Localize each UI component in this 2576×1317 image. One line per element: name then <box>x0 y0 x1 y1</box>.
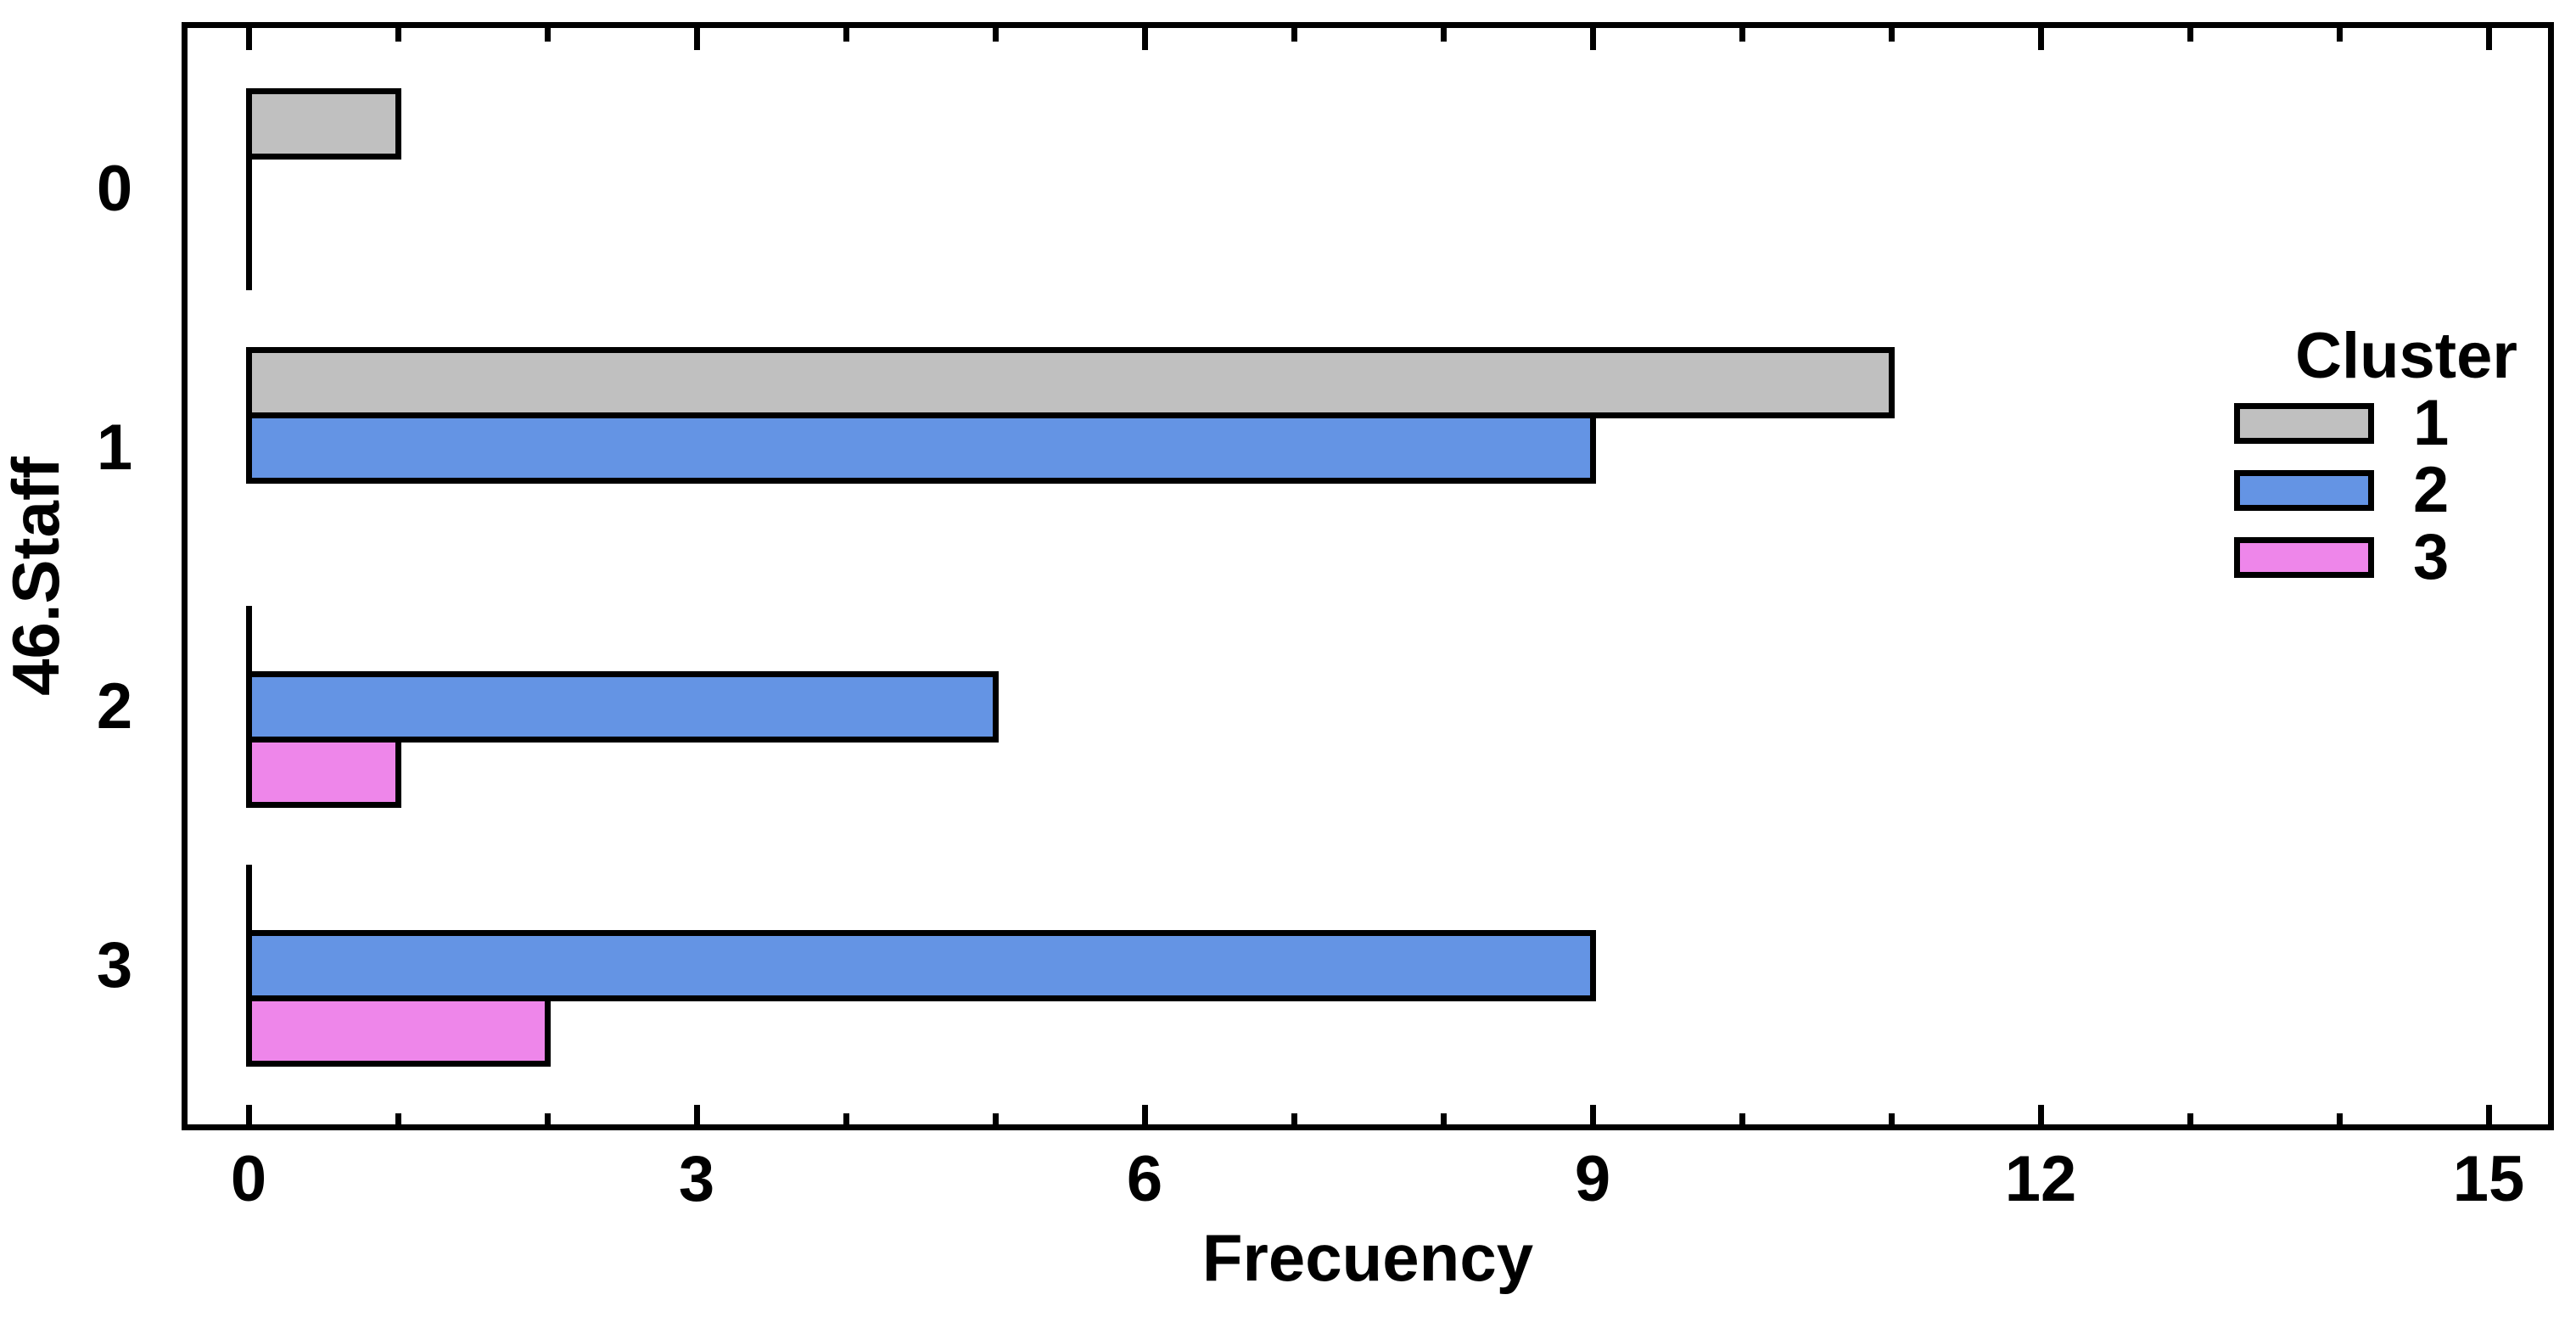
x-axis-title: Frecuency <box>1201 1220 1534 1295</box>
x-major-tick <box>1590 28 1596 50</box>
zero-bar-line <box>246 865 252 936</box>
legend-swatch-cluster-3 <box>2234 537 2374 578</box>
legend-entry-label: 1 <box>2413 387 2450 459</box>
category-label: 3 <box>96 928 133 1001</box>
bar <box>246 671 999 743</box>
x-major-tick <box>1590 1105 1596 1128</box>
zero-bar-line <box>246 154 252 225</box>
legend-entry-label: 3 <box>2413 521 2450 593</box>
x-minor-tick <box>843 1113 849 1128</box>
bar <box>246 930 1596 1001</box>
bar <box>246 737 401 808</box>
bar <box>246 412 1596 484</box>
x-minor-tick <box>2187 1113 2193 1128</box>
legend-entry: 1 <box>2234 391 2449 456</box>
x-major-tick <box>246 28 252 50</box>
legend-swatch-cluster-1 <box>2234 403 2374 444</box>
bar <box>246 88 401 160</box>
x-major-tick <box>2038 28 2044 50</box>
x-major-tick <box>694 1105 700 1128</box>
x-minor-tick <box>2187 28 2193 42</box>
bar <box>246 347 1895 418</box>
zero-bar-line <box>246 219 252 290</box>
legend-entry: 2 <box>2234 458 2449 523</box>
x-minor-tick <box>2337 28 2343 42</box>
x-major-tick <box>694 28 700 50</box>
x-minor-tick <box>395 1113 401 1128</box>
x-minor-tick <box>993 28 999 42</box>
x-minor-tick <box>1739 1113 1745 1128</box>
x-tick-label: 6 <box>1126 1143 1163 1215</box>
x-minor-tick <box>993 1113 999 1128</box>
y-axis-title: 46.Staff <box>0 457 73 696</box>
x-minor-tick <box>843 28 849 42</box>
x-minor-tick <box>1291 28 1297 42</box>
x-minor-tick <box>1889 28 1895 42</box>
x-tick-label: 12 <box>2004 1143 2077 1215</box>
x-tick-label: 3 <box>678 1143 715 1215</box>
x-minor-tick <box>1889 1113 1895 1128</box>
x-minor-tick <box>545 28 551 42</box>
legend-entry: 3 <box>2234 525 2449 590</box>
legend-title: Cluster <box>2295 320 2517 392</box>
x-tick-label: 15 <box>2452 1143 2525 1215</box>
x-minor-tick <box>1291 1113 1297 1128</box>
category-label: 1 <box>96 411 133 484</box>
x-minor-tick <box>545 1113 551 1128</box>
x-minor-tick <box>1441 28 1447 42</box>
bar <box>246 995 551 1067</box>
legend-entry-label: 2 <box>2413 454 2450 526</box>
x-minor-tick <box>2337 1113 2343 1128</box>
x-major-tick <box>1142 1105 1148 1128</box>
x-major-tick <box>2486 28 2492 50</box>
x-minor-tick <box>1739 28 1745 42</box>
x-major-tick <box>2038 1105 2044 1128</box>
x-tick-label: 0 <box>230 1143 267 1215</box>
x-major-tick <box>2486 1105 2492 1128</box>
x-tick-label: 9 <box>1574 1143 1611 1215</box>
category-label: 2 <box>96 670 133 743</box>
legend-swatch-cluster-2 <box>2234 470 2374 511</box>
zero-bar-line <box>246 606 252 677</box>
x-major-tick <box>246 1105 252 1128</box>
x-minor-tick <box>395 28 401 42</box>
category-label: 0 <box>96 152 133 225</box>
x-major-tick <box>1142 28 1148 50</box>
x-minor-tick <box>1441 1113 1447 1128</box>
